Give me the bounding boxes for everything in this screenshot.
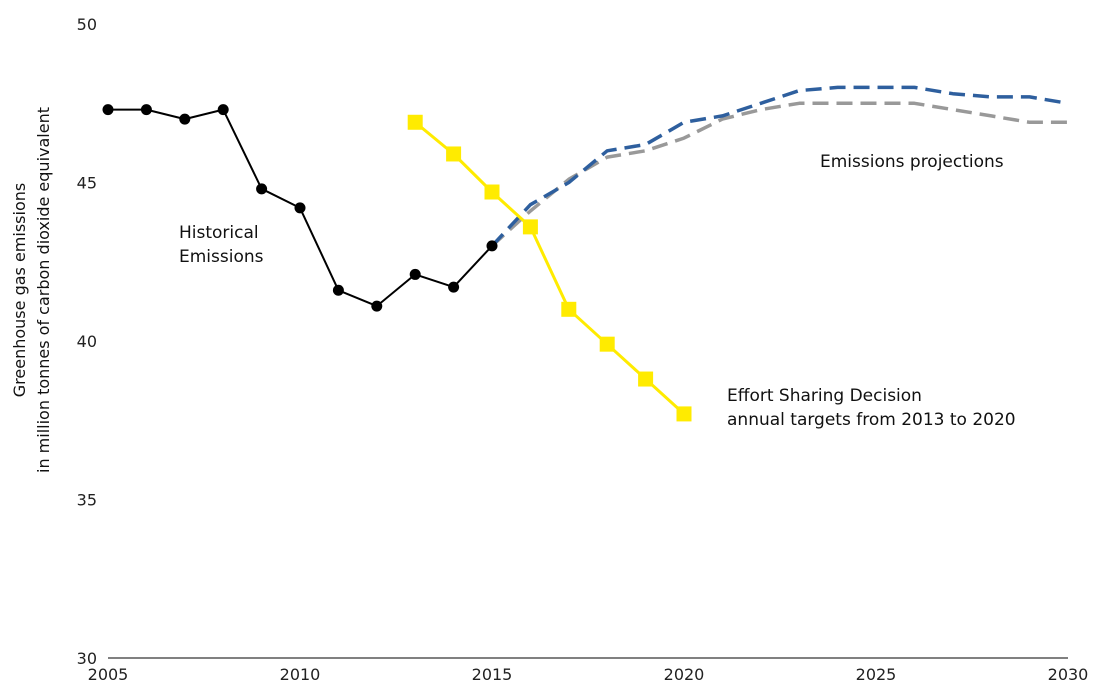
esd-target-point xyxy=(561,301,577,317)
historical-point xyxy=(332,284,344,296)
historical-point xyxy=(102,104,114,116)
esd-target-point xyxy=(522,219,538,235)
x-axis-tick-labels: 2005 2010 2015 2020 2025 2030 xyxy=(88,665,1089,684)
y-axis-title: Greenhouse gas emissions xyxy=(10,183,29,397)
y-axis-title-line-1: Greenhouse gas emissions xyxy=(10,183,29,397)
x-tick-label: 2030 xyxy=(1048,665,1089,684)
esd-target-point xyxy=(484,184,500,200)
historical-point xyxy=(486,240,498,252)
y-tick-label: 40 xyxy=(77,332,97,351)
annotation-historical-line-1: Historical xyxy=(179,223,259,243)
historical-point xyxy=(448,281,460,293)
projection-blue-line xyxy=(490,85,1069,248)
x-tick-label: 2025 xyxy=(856,665,897,684)
esd-target-point xyxy=(407,114,423,130)
historical-point xyxy=(140,104,152,116)
annotation-targets: Effort Sharing Decision annual targets f… xyxy=(727,386,1016,430)
y-axis-title-line-2: in million tonnes of carbon dioxide equi… xyxy=(34,107,53,473)
y-tick-label: 45 xyxy=(77,174,97,193)
historical-point xyxy=(217,104,229,116)
annotation-historical: Historical Emissions xyxy=(179,223,264,267)
annotation-historical-line-2: Emissions xyxy=(179,247,264,267)
x-tick-label: 2010 xyxy=(280,665,321,684)
projection-gray-line xyxy=(490,101,1068,248)
y-tick-label: 30 xyxy=(77,649,97,668)
annotation-projections: Emissions projections xyxy=(820,152,1004,172)
y-axis-tick-labels: 30 35 40 45 50 xyxy=(77,15,97,668)
esd-target-point xyxy=(599,336,615,352)
esd-target-point xyxy=(638,371,654,387)
annotation-projections-line-1: Emissions projections xyxy=(820,152,1004,172)
historical-point xyxy=(409,268,421,280)
x-tick-label: 2015 xyxy=(472,665,513,684)
historical-point xyxy=(294,202,306,214)
esd-targets-line xyxy=(414,121,686,416)
x-tick-label: 2005 xyxy=(88,665,129,684)
esd-target-point xyxy=(446,146,462,162)
series-layer xyxy=(102,85,1069,422)
x-tick-label: 2020 xyxy=(664,665,705,684)
y-axis-subtitle: in million tonnes of carbon dioxide equi… xyxy=(34,107,53,473)
annotation-targets-line-1: Effort Sharing Decision xyxy=(727,386,922,406)
y-tick-label: 50 xyxy=(77,15,97,34)
historical-point xyxy=(256,183,268,195)
historical-point xyxy=(179,113,191,125)
y-tick-label: 35 xyxy=(77,491,97,510)
annotation-targets-line-2: annual targets from 2013 to 2020 xyxy=(727,410,1016,430)
esd-target-point xyxy=(676,406,692,422)
historical-point xyxy=(371,300,383,312)
